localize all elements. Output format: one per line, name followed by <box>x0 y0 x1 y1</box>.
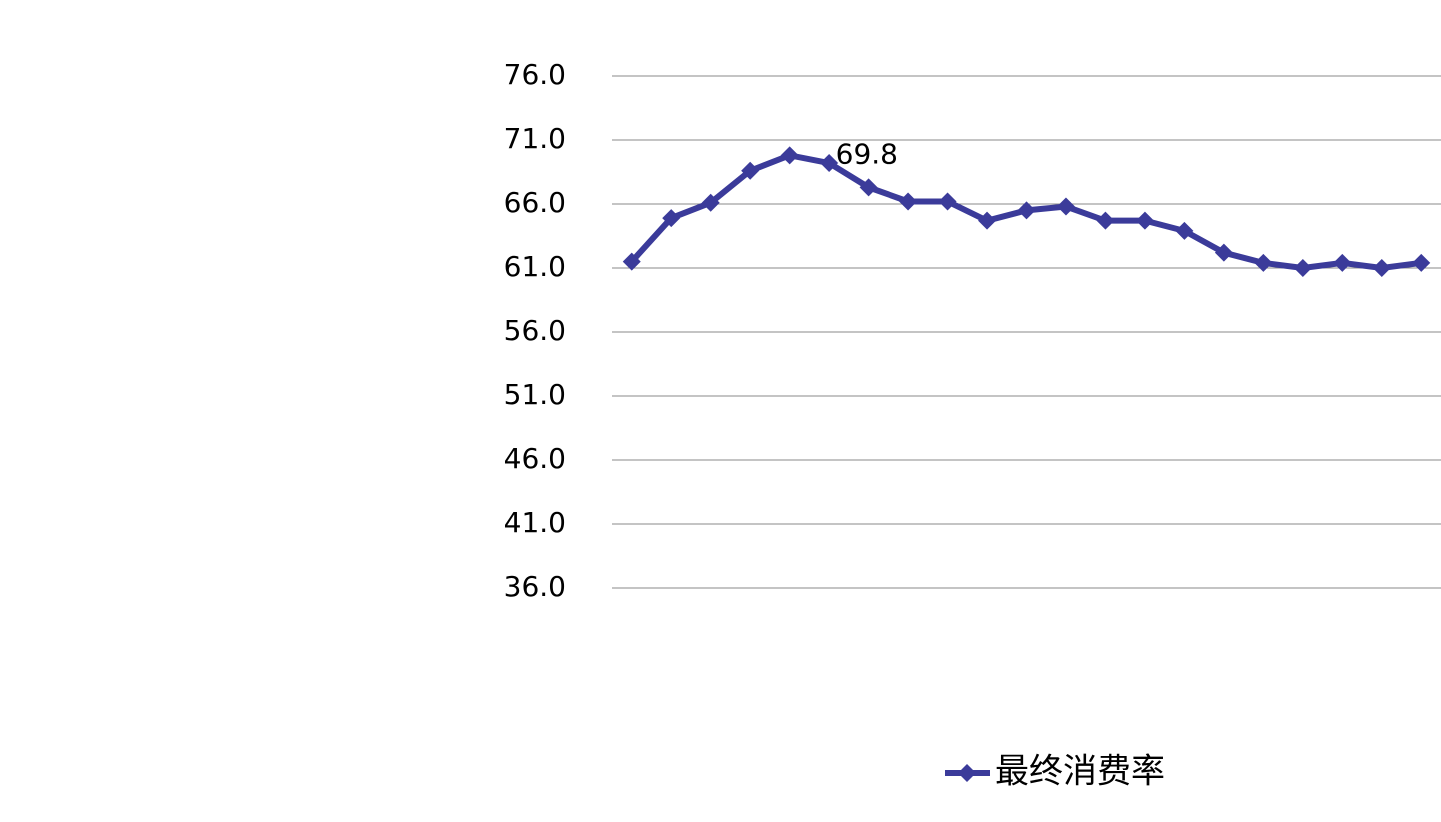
y-tick-label: 51.0 <box>504 378 566 411</box>
marker <box>662 209 681 228</box>
marker <box>1333 253 1352 272</box>
y-tick-label: 36.0 <box>504 570 566 603</box>
y-tick-label: 66.0 <box>504 186 566 219</box>
y-tick-label: 41.0 <box>504 506 566 539</box>
marker <box>938 192 957 211</box>
marker <box>1096 211 1115 230</box>
marker <box>780 146 799 165</box>
marker <box>622 252 641 271</box>
legend-marker <box>958 764 976 782</box>
y-tick-label: 46.0 <box>504 442 566 475</box>
y-tick-label: 71.0 <box>504 122 566 155</box>
marker <box>1056 197 1075 216</box>
data-label: 69.8 <box>836 137 898 170</box>
marker <box>1254 253 1273 272</box>
legend-label: 最终消费率 <box>995 752 1165 792</box>
marker <box>1214 243 1233 262</box>
marker <box>1135 211 1154 230</box>
marker <box>1372 259 1391 277</box>
marker <box>859 178 878 197</box>
marker <box>1293 259 1312 277</box>
y-tick-label: 56.0 <box>504 314 566 347</box>
marker <box>1175 221 1194 240</box>
marker <box>978 211 997 230</box>
marker <box>899 192 918 211</box>
marker <box>741 161 760 180</box>
marker <box>820 154 839 173</box>
marker <box>1412 253 1431 272</box>
y-tick-label: 76.0 <box>504 58 566 91</box>
marker <box>1017 201 1036 220</box>
marker <box>701 193 720 212</box>
y-tick-label: 61.0 <box>504 250 566 283</box>
